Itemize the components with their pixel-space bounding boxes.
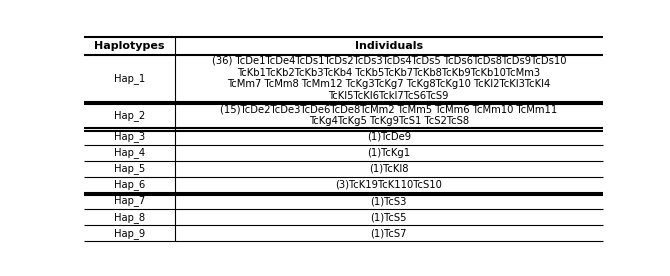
Text: (1)TcS5: (1)TcS5 xyxy=(371,212,407,222)
Text: (15)TcDe2TcDe3TcDe6TcDe8TcMm2 TcMm5 TcMm6 TcMm10 TcMm11
TcKg4TcKg5 TcKg9TcS1 TcS: (15)TcDe2TcDe3TcDe6TcDe8TcMm2 TcMm5 TcMm… xyxy=(220,104,557,126)
Text: (3)TcK19TcK110TcS10: (3)TcK19TcK110TcS10 xyxy=(336,180,442,190)
Text: Hap_5: Hap_5 xyxy=(113,163,145,174)
Text: Hap_4: Hap_4 xyxy=(114,147,145,158)
Text: Hap_1: Hap_1 xyxy=(113,73,145,84)
Text: Hap_8: Hap_8 xyxy=(114,212,145,223)
Text: (1)TcS3: (1)TcS3 xyxy=(371,196,407,206)
Text: Hap_2: Hap_2 xyxy=(113,110,145,121)
Text: Individuals: Individuals xyxy=(354,41,423,51)
Text: Hap_6: Hap_6 xyxy=(113,179,145,190)
Text: Hap_3: Hap_3 xyxy=(114,131,145,142)
Text: Hap_9: Hap_9 xyxy=(113,228,145,239)
Text: (1)TcKg1: (1)TcKg1 xyxy=(367,148,410,158)
Text: (1)TcKl8: (1)TcKl8 xyxy=(369,164,409,174)
Text: (1)TcS7: (1)TcS7 xyxy=(371,228,407,238)
Text: Hap_7: Hap_7 xyxy=(113,196,145,206)
Text: (36) TcDe1TcDe4TcDs1TcDs2TcDs3TcDs4TcDs5 TcDs6TcDs8TcDs9TcDs10
TcKb1TcKb2TcKb3Tc: (36) TcDe1TcDe4TcDs1TcDs2TcDs3TcDs4TcDs5… xyxy=(212,56,566,101)
Text: (1)TcDe9: (1)TcDe9 xyxy=(366,131,411,142)
Text: Haplotypes: Haplotypes xyxy=(94,41,164,51)
